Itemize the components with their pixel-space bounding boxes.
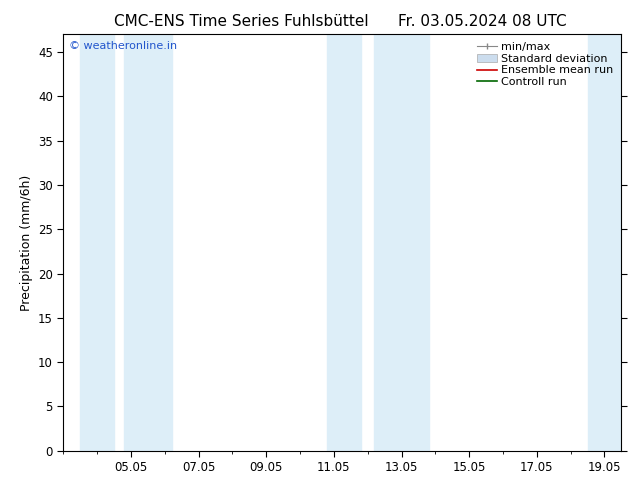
Bar: [124, 34, 172, 451]
Bar: [588, 34, 621, 451]
Y-axis label: Precipitation (mm/6h): Precipitation (mm/6h): [20, 174, 32, 311]
Text: CMC-ENS Time Series Fuhlsbüttel: CMC-ENS Time Series Fuhlsbüttel: [113, 14, 368, 29]
Bar: [327, 34, 361, 451]
Text: © weatheronline.in: © weatheronline.in: [69, 41, 177, 50]
Bar: [81, 34, 114, 451]
Bar: [375, 34, 429, 451]
Legend: min/max, Standard deviation, Ensemble mean run, Controll run: min/max, Standard deviation, Ensemble me…: [475, 40, 616, 89]
Text: Fr. 03.05.2024 08 UTC: Fr. 03.05.2024 08 UTC: [398, 14, 566, 29]
